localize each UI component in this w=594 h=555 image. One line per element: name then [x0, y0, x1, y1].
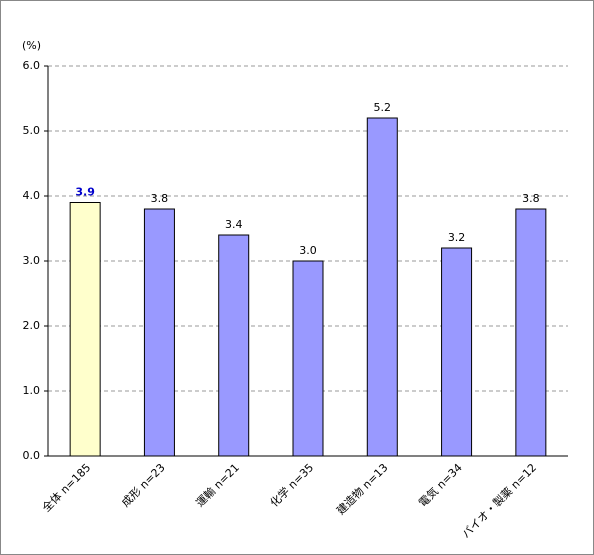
- bar: [366, 117, 398, 457]
- y-tick-label: 3.0: [23, 254, 41, 267]
- y-tick-label: 5.0: [23, 124, 41, 137]
- bar: [292, 260, 324, 457]
- y-tick-label: 2.0: [23, 319, 41, 332]
- y-tick-label: 1.0: [23, 384, 41, 397]
- bar: [69, 202, 101, 457]
- y-tick-label: 4.0: [23, 189, 41, 202]
- value-label: 5.2: [374, 101, 392, 114]
- y-axis-label: (%): [22, 39, 41, 52]
- y-tick-label: 6.0: [23, 59, 41, 72]
- bar: [515, 208, 547, 457]
- bar: [218, 234, 250, 457]
- value-label: 3.8: [151, 192, 169, 205]
- bar: [143, 208, 175, 457]
- bar: [441, 247, 473, 457]
- value-label: 3.9: [75, 186, 95, 199]
- value-label: 3.0: [299, 244, 317, 257]
- value-label: 3.2: [448, 231, 466, 244]
- value-label: 3.8: [522, 192, 540, 205]
- y-tick-label: 0.0: [23, 449, 41, 462]
- value-label: 3.4: [225, 218, 243, 231]
